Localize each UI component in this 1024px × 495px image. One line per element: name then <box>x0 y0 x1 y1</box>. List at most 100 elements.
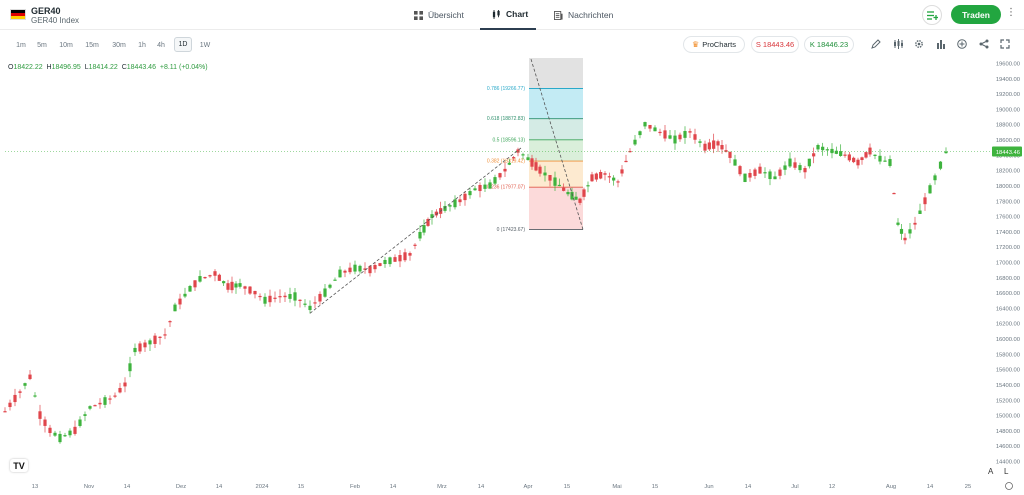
add-icon[interactable] <box>956 38 968 50</box>
timeframe-30m[interactable]: 30m <box>112 41 126 49</box>
candle-down <box>648 124 652 129</box>
y-axis-tick-label: 16800.00 <box>996 276 1020 282</box>
price-chart[interactable]: 0.786 (19266.77) 0.618 (18872.83) 0.5 (185… <box>0 58 1024 495</box>
candle-down <box>98 402 102 405</box>
candle-down <box>616 181 620 183</box>
candle-down <box>578 198 582 203</box>
x-axis-tick-label: 15 <box>298 484 304 490</box>
open-key: O <box>8 64 14 71</box>
watchlist-add-button[interactable] <box>922 5 942 25</box>
candle-down <box>607 176 611 178</box>
candle-down <box>534 162 538 171</box>
buy-button[interactable]: K 18446.23 <box>804 36 854 53</box>
candle-down <box>43 419 47 426</box>
trend-line-dashed <box>309 146 523 314</box>
candle-up <box>643 122 647 127</box>
y-axis-tick-label: 16000.00 <box>996 337 1020 343</box>
more-options-icon[interactable]: ⋮ <box>1006 7 1016 18</box>
candle-up <box>638 131 642 136</box>
candle-down <box>703 143 707 151</box>
y-axis-tick-label: 16600.00 <box>996 291 1020 297</box>
candles-icon <box>492 9 500 19</box>
candle-up <box>763 172 767 174</box>
share-icon[interactable] <box>978 38 990 50</box>
candle-up <box>566 192 570 195</box>
fullscreen-icon[interactable] <box>999 38 1011 50</box>
timeframe-10m[interactable]: 10m <box>59 41 73 49</box>
x-axis-tick-label: Jul <box>791 484 798 490</box>
timeframe-1h[interactable]: 1h <box>138 41 146 49</box>
candle-up <box>23 383 27 386</box>
timeframe-5m[interactable]: 5m <box>37 41 47 49</box>
sell-button[interactable]: S 18443.46 <box>751 36 799 53</box>
candle-up <box>488 182 492 189</box>
x-axis-tick-label: 13 <box>32 484 38 490</box>
top-header: GER40 GER40 Index Übersicht Chart Nachri… <box>0 0 1024 30</box>
candle-down <box>13 394 17 403</box>
candle-up <box>83 414 87 416</box>
timeframe-1d[interactable]: 1D <box>174 37 192 52</box>
settings-icon[interactable] <box>913 38 925 50</box>
tab-chart[interactable]: Chart <box>480 0 536 30</box>
timeframe-15m[interactable]: 15m <box>85 41 99 49</box>
candle-up <box>33 395 37 397</box>
current-price-tag <box>992 146 1022 157</box>
candle-down <box>728 151 732 158</box>
candle-up <box>173 304 177 312</box>
candle-down <box>378 263 382 266</box>
y-axis-tick-label: 19400.00 <box>996 77 1020 83</box>
candle-up <box>303 303 307 305</box>
candle-up <box>653 127 657 132</box>
candle-up <box>308 305 312 311</box>
candle-up <box>834 150 838 154</box>
tab-news[interactable]: Nachrichten <box>554 0 613 30</box>
symbol-name: GER40 <box>31 6 61 16</box>
indicators-icon[interactable] <box>892 38 904 50</box>
trade-button[interactable]: Traden <box>951 5 1001 24</box>
candle-down <box>28 374 32 380</box>
candle-down <box>178 298 182 305</box>
y-axis-tick-label: 16200.00 <box>996 322 1020 328</box>
list-add-icon <box>926 10 938 20</box>
tab-overview[interactable]: Übersicht <box>414 0 464 30</box>
candle-up <box>78 419 82 426</box>
pencil-icon[interactable] <box>870 38 882 50</box>
x-axis-tick-label: Mrz <box>437 484 447 490</box>
candle-down <box>503 168 507 172</box>
candle-up <box>839 151 843 156</box>
auto-scale-label: A <box>988 467 994 476</box>
candle-up <box>483 184 487 189</box>
low-value: 18414.22 <box>88 64 118 71</box>
candle-down <box>892 192 896 195</box>
candle-down <box>458 199 462 203</box>
candle-down <box>860 157 864 161</box>
fib-zone <box>529 187 583 230</box>
candle-up <box>807 158 811 167</box>
candle-up <box>443 205 447 211</box>
procharts-button[interactable]: ♛ ProCharts <box>683 36 745 53</box>
candle-down <box>724 150 728 152</box>
candle-up <box>183 293 187 297</box>
timeframe-1w[interactable]: 1W <box>199 41 211 49</box>
candle-down <box>123 382 127 387</box>
candle-down <box>538 166 542 174</box>
candle-down <box>243 286 247 289</box>
timeframe-1m[interactable]: 1m <box>16 41 26 49</box>
candle-up <box>238 283 242 287</box>
candle-down <box>348 267 352 273</box>
candle-down <box>248 286 252 294</box>
candle-up <box>768 171 772 180</box>
candle-up <box>473 188 477 191</box>
candle-up <box>468 191 472 196</box>
candle-down <box>343 270 347 273</box>
candle-up <box>448 205 452 207</box>
x-axis-tick-label: Nov <box>84 484 94 490</box>
candle-down <box>313 302 317 304</box>
candle-down <box>498 173 502 178</box>
candle-down <box>463 193 467 201</box>
candle-up <box>888 159 892 166</box>
bar-chart-icon[interactable] <box>935 38 947 50</box>
candle-down <box>193 280 197 288</box>
candle-up <box>88 406 92 409</box>
timeframe-4h[interactable]: 4h <box>157 41 165 49</box>
